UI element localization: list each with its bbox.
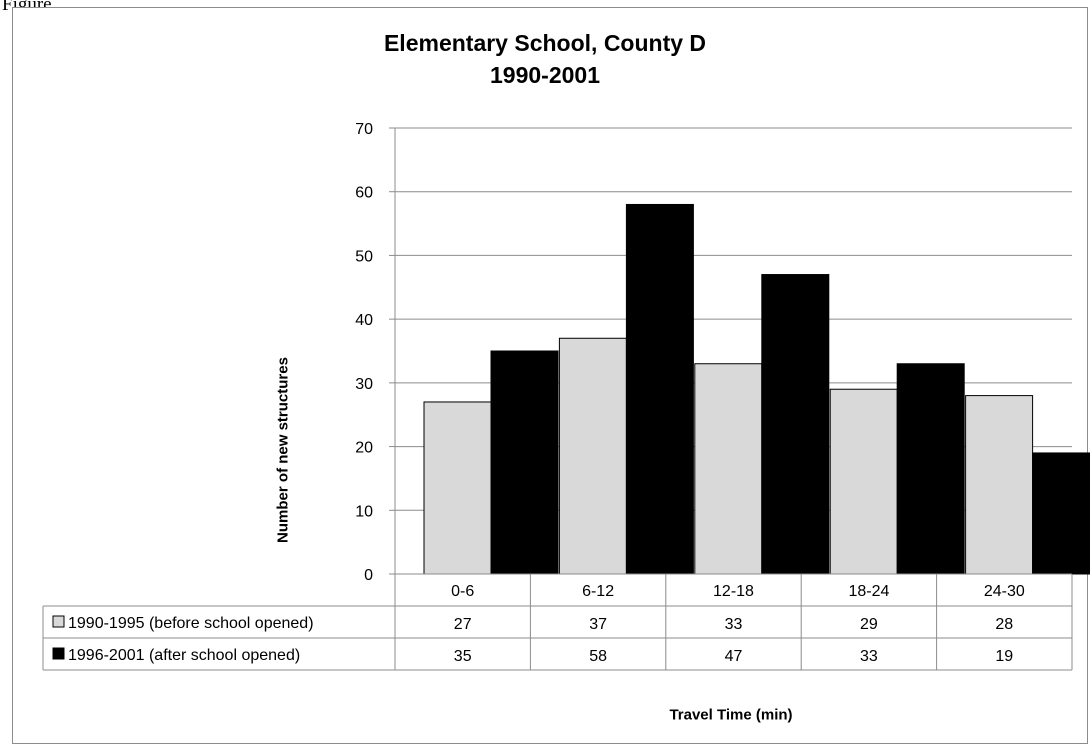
legend-label-2: 1996-2001 (after school opened) xyxy=(68,647,300,664)
x-tick-label: 24-30 xyxy=(984,583,1025,600)
bar-2 xyxy=(896,363,965,575)
chart-title-line-1: Elementary School, County D xyxy=(383,30,707,56)
data-label: 37 xyxy=(589,616,607,633)
bar-1 xyxy=(829,388,898,575)
bar-2 xyxy=(625,203,694,575)
x-tick-label: 0-6 xyxy=(451,583,474,600)
legend-swatch-1 xyxy=(52,615,65,628)
data-label: 58 xyxy=(589,648,607,665)
y-tick-label: 60 xyxy=(355,185,373,202)
x-tick-label: 18-24 xyxy=(848,583,889,600)
bar-1 xyxy=(694,363,763,575)
x-axis-label: Travel Time (min) xyxy=(669,706,793,724)
y-tick-label: 40 xyxy=(355,312,373,329)
y-tick-label: 70 xyxy=(355,121,373,138)
y-tick-label: 20 xyxy=(355,440,373,457)
bar-2 xyxy=(1032,452,1090,575)
bar-2 xyxy=(761,274,830,575)
legend-swatch-2 xyxy=(52,647,65,660)
data-label: 27 xyxy=(454,616,472,633)
y-tick-label: 30 xyxy=(355,376,373,393)
chart-title-line-2: 1990-2001 xyxy=(490,62,600,88)
x-tick-label: 6-12 xyxy=(582,583,614,600)
data-label: 29 xyxy=(860,616,878,633)
data-label: 33 xyxy=(860,648,878,665)
data-label: 28 xyxy=(995,616,1013,633)
data-label: 47 xyxy=(725,648,743,665)
legend-label-1: 1990-1995 (before school opened) xyxy=(68,615,314,632)
bar-1 xyxy=(423,401,492,575)
y-tick-label: 10 xyxy=(355,503,373,520)
y-tick-label: 0 xyxy=(364,567,373,584)
bar-1 xyxy=(558,337,627,575)
data-label: 19 xyxy=(995,648,1013,665)
data-label: 33 xyxy=(725,616,743,633)
data-label: 35 xyxy=(454,648,472,665)
bar-2 xyxy=(490,350,559,575)
x-tick-label: 12-18 xyxy=(713,583,754,600)
y-tick-label: 50 xyxy=(355,248,373,265)
bar-1 xyxy=(965,395,1034,575)
